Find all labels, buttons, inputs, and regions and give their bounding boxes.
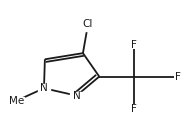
Text: N: N [40, 83, 48, 93]
Text: N: N [73, 91, 80, 101]
Text: F: F [175, 72, 181, 82]
Polygon shape [38, 84, 50, 92]
Text: F: F [131, 104, 137, 114]
Text: Cl: Cl [82, 19, 93, 29]
Polygon shape [81, 23, 94, 31]
Polygon shape [9, 97, 24, 105]
Polygon shape [70, 92, 83, 100]
Text: F: F [131, 40, 137, 50]
Text: Me: Me [9, 96, 24, 106]
